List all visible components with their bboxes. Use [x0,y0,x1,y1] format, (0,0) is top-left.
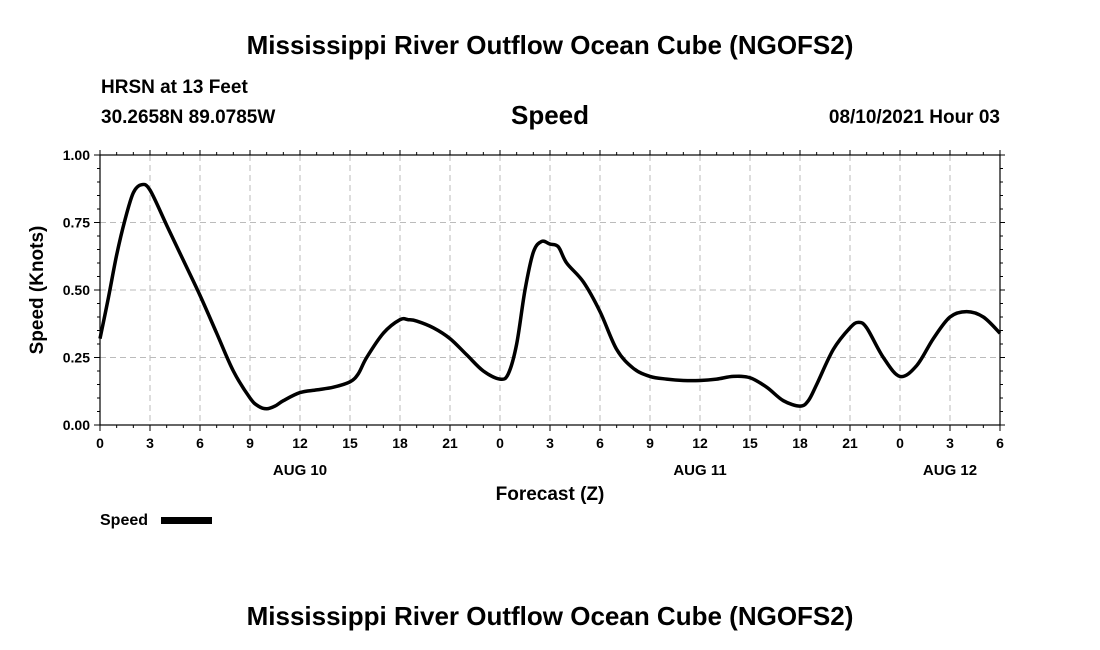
legend: Speed [100,512,212,529]
x-tick-label: 18 [792,435,808,451]
variable-label: Speed [510,100,590,130]
x-tick-label: 6 [996,435,1004,451]
x-tick-label: 0 [96,435,104,451]
x-tick-label: 15 [742,435,758,451]
x-tick-label: 18 [392,435,408,451]
footer-title: Mississippi River Outflow Ocean Cube (NG… [246,601,854,631]
location-label: 30.2658N 89.0785W [101,107,276,128]
y-tick-label: 1.00 [63,147,90,163]
date-label: AUG 11 [673,462,726,479]
x-tick-label: 3 [546,435,554,451]
date-label: AUG 12 [923,462,977,479]
x-tick-label: 0 [896,435,904,451]
chart-series [98,182,1002,411]
x-tick-label: 15 [342,435,358,451]
station-label: HRSN at 13 Feet [101,77,248,98]
x-tick-label: 3 [946,435,954,451]
y-tick-label: 0.00 [63,417,90,433]
x-tick-label: 9 [246,435,254,451]
timestamp-label: 08/10/2021 Hour 03 [828,107,1000,128]
x-tick-label: 6 [196,435,204,451]
x-tick-label: 0 [496,435,504,451]
x-tick-label: 12 [692,435,708,451]
y-tick-label: 0.50 [63,282,90,298]
x-axis-label: Forecast (Z) [496,484,605,505]
speed-chart: 0 3 6 9 12 15 18 21 0 3 6 9 12 15 18 21 0 3 6 AUG 10 AUG 11 A… [27,147,1005,529]
y-tick-label: 0.25 [63,350,90,366]
x-tick-label: 9 [646,435,654,451]
chart-grid [100,155,1000,425]
legend-swatch [161,517,212,524]
speed-series-line [98,182,1002,411]
x-tick-label: 3 [146,435,154,451]
legend-label: Speed [100,512,148,529]
x-tick-label: 6 [596,435,604,451]
y-tick-label: 0.75 [63,215,90,231]
chart-title: Mississippi River Outflow Ocean Cube (NG… [246,30,854,60]
y-axis-label: Speed (Knots) [27,226,48,355]
chart-ticks: 0 3 6 9 12 15 18 21 0 3 6 9 12 15 18 21 0 3 6 AUG 10 AUG 11 A… [63,147,1005,479]
x-tick-label: 21 [842,435,858,451]
x-tick-label: 21 [442,435,458,451]
x-tick-label: 12 [292,435,308,451]
date-label: AUG 10 [273,462,327,479]
